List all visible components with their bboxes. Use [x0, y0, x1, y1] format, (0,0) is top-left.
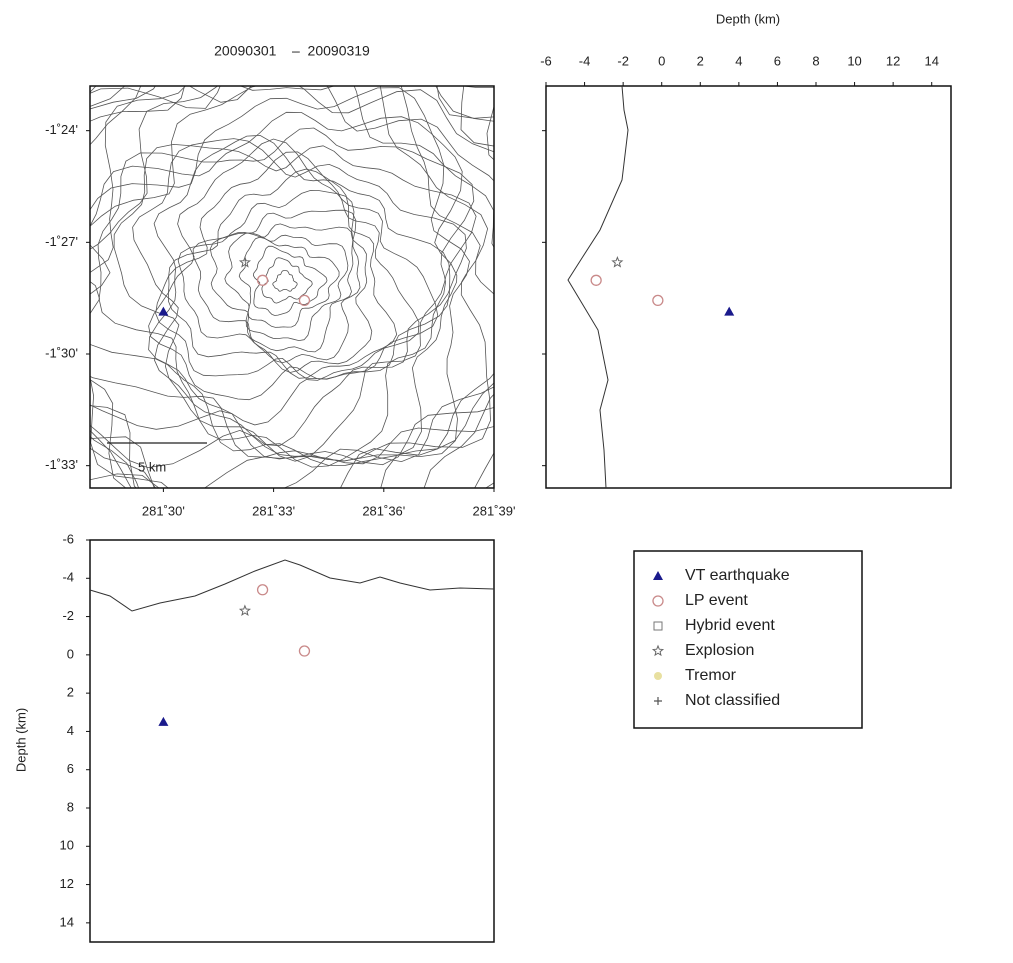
- triangle-marker: [158, 306, 169, 316]
- x-tick-label: 10: [847, 53, 861, 68]
- x-tick-label: 6: [774, 53, 781, 68]
- circle-marker: [652, 294, 664, 307]
- x-tick-label: -4: [579, 53, 591, 68]
- legend-label: VT earthquake: [685, 567, 790, 584]
- axis-title: Depth (km): [13, 708, 28, 772]
- x-tick-label: 281˚30': [142, 503, 185, 518]
- y-tick-label: -1˚33': [45, 457, 78, 472]
- x-tick-label: 12: [886, 53, 900, 68]
- y-tick-label: -2: [62, 608, 74, 623]
- y-tick-label: 0: [67, 646, 74, 661]
- circle-marker: [298, 294, 311, 307]
- y-tick-label: -4: [62, 570, 74, 585]
- x-tick-label: -6: [540, 53, 552, 68]
- contour-line: [436, 86, 494, 119]
- contour-line: [252, 245, 328, 316]
- circle-marker: [298, 645, 311, 657]
- y-tick-label: -1˚24': [45, 122, 78, 137]
- star-marker: [611, 256, 624, 268]
- contour-line: [148, 134, 451, 426]
- contour-line: [90, 86, 494, 488]
- map-frame: [89, 85, 495, 489]
- star-marker: [238, 604, 251, 617]
- triangle-marker: [158, 716, 169, 726]
- x-tick-label: 4: [735, 53, 742, 68]
- contour-line: [90, 86, 494, 488]
- contour-line: [113, 143, 477, 462]
- x-tick-label: 281˚36': [362, 503, 405, 518]
- dot-marker: [654, 672, 662, 680]
- contour-line: [155, 151, 420, 381]
- x-tick-label: 2: [697, 53, 704, 68]
- y-tick-label: 6: [67, 761, 74, 776]
- x-tick-label: 281˚39': [473, 503, 516, 518]
- x-tick-label: 14: [924, 53, 938, 68]
- marks: [158, 255, 735, 726]
- contour-line: [167, 168, 398, 379]
- star-marker: [651, 644, 665, 657]
- contour-line: [238, 236, 340, 328]
- x-tick-label: 281˚33': [252, 503, 295, 518]
- topography-profile: [89, 559, 495, 612]
- circle-marker: [652, 595, 664, 607]
- contour-line: [460, 86, 494, 147]
- ew-section-frame: [89, 539, 495, 943]
- square-marker: [653, 621, 663, 631]
- ns-section-frame: [545, 85, 952, 489]
- y-tick-label: 12: [60, 876, 74, 891]
- contour-line: [148, 138, 439, 401]
- y-tick-label: 2: [67, 685, 74, 700]
- star-marker: [238, 255, 252, 268]
- contours: [90, 86, 494, 488]
- y-tick-label: -1˚30': [45, 345, 78, 360]
- contour-line: [132, 138, 467, 447]
- chart-title: 20090301 – 20090319: [214, 43, 370, 59]
- contour-line: [224, 232, 349, 342]
- y-tick-label: 10: [60, 838, 74, 853]
- contour-line: [90, 86, 494, 488]
- circle-marker: [590, 274, 602, 286]
- legend: [633, 550, 863, 729]
- axis-title: Depth (km): [716, 11, 780, 26]
- contour-line: [90, 86, 494, 488]
- plus-marker: [654, 697, 662, 705]
- y-tick-label: -1˚27': [45, 234, 78, 249]
- contour-line: [97, 127, 475, 468]
- circle-marker: [256, 584, 269, 596]
- x-tick-label: 8: [812, 53, 819, 68]
- y-tick-label: -6: [62, 531, 74, 546]
- legend-label: Hybrid event: [685, 617, 775, 634]
- triangle-marker: [724, 306, 735, 316]
- x-tick-label: -2: [617, 53, 629, 68]
- y-tick-label: 8: [67, 799, 74, 814]
- contour-line: [272, 270, 298, 292]
- legend-label: Not classified: [685, 692, 780, 709]
- contour-line: [177, 189, 373, 373]
- contour-line: [192, 209, 361, 364]
- y-tick-label: 4: [67, 723, 74, 738]
- contour-line: [209, 223, 354, 353]
- circle-marker: [256, 274, 269, 286]
- legend-label: Explosion: [685, 642, 754, 659]
- contour-line: [90, 111, 463, 466]
- triangle-marker: [653, 571, 663, 580]
- legend-label: Tremor: [685, 667, 737, 684]
- x-tick-label: 0: [658, 53, 665, 68]
- contour-line: [90, 87, 470, 462]
- contour-line: [90, 86, 491, 462]
- y-tick-label: 14: [60, 914, 74, 929]
- topography-profile: [567, 85, 629, 489]
- contour-line: [90, 86, 494, 469]
- legend-label: LP event: [685, 592, 748, 609]
- contour-line: [485, 482, 494, 488]
- scale-bar-label: 5 km: [138, 459, 166, 474]
